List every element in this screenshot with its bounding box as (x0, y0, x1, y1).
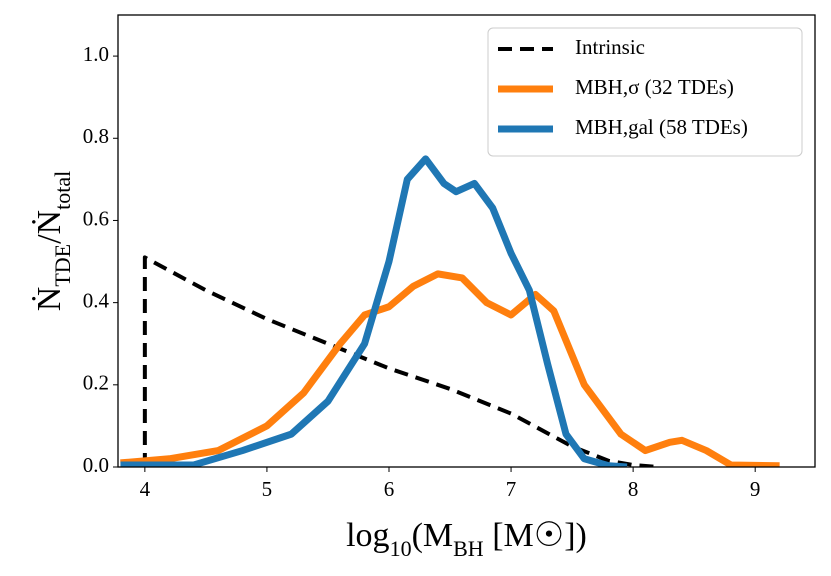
y-tick-label: 0.0 (83, 453, 109, 477)
legend-box (487, 27, 803, 157)
y-axis-label: ṄTDE/Ṅtotal (31, 171, 75, 311)
x-tick-label: 6 (384, 477, 395, 501)
label-part: log (346, 517, 389, 554)
label-part: /Ṅ (31, 210, 68, 244)
plot (120, 155, 780, 467)
subscript: 10 (390, 536, 412, 561)
subscript: TDE (50, 244, 75, 287)
y-tick-label: 0.6 (83, 206, 109, 230)
legend-label: MBH,σ (32 TDEs) (575, 75, 734, 99)
x-tick-label: 8 (628, 477, 639, 501)
series-line (120, 155, 628, 467)
y-tick-label: 0.4 (83, 288, 110, 312)
x-tick-label: 7 (506, 477, 517, 501)
y-tick-label: 0.2 (83, 371, 109, 395)
series-line (120, 270, 780, 467)
x-tick-label: 4 (140, 477, 151, 501)
label-part: (M (412, 517, 454, 554)
x-axis-label: log10(MBH [M☉]) (346, 517, 587, 561)
subscript: BH (453, 536, 484, 561)
x-tick-label: 5 (262, 477, 273, 501)
plot-frame (117, 14, 816, 468)
y-tick-label: 0.8 (83, 124, 109, 148)
label-part: Ṅ (31, 287, 68, 312)
legend-label: MBH,gal (58 TDEs) (575, 115, 748, 139)
y-tick-label: 1.0 (83, 42, 109, 66)
x-tick-label: 9 (750, 477, 761, 501)
legend-label: Intrinsic (575, 35, 645, 59)
label-part: [M☉]) (484, 517, 587, 554)
subscript: total (50, 171, 75, 210)
series-line (142, 255, 658, 467)
